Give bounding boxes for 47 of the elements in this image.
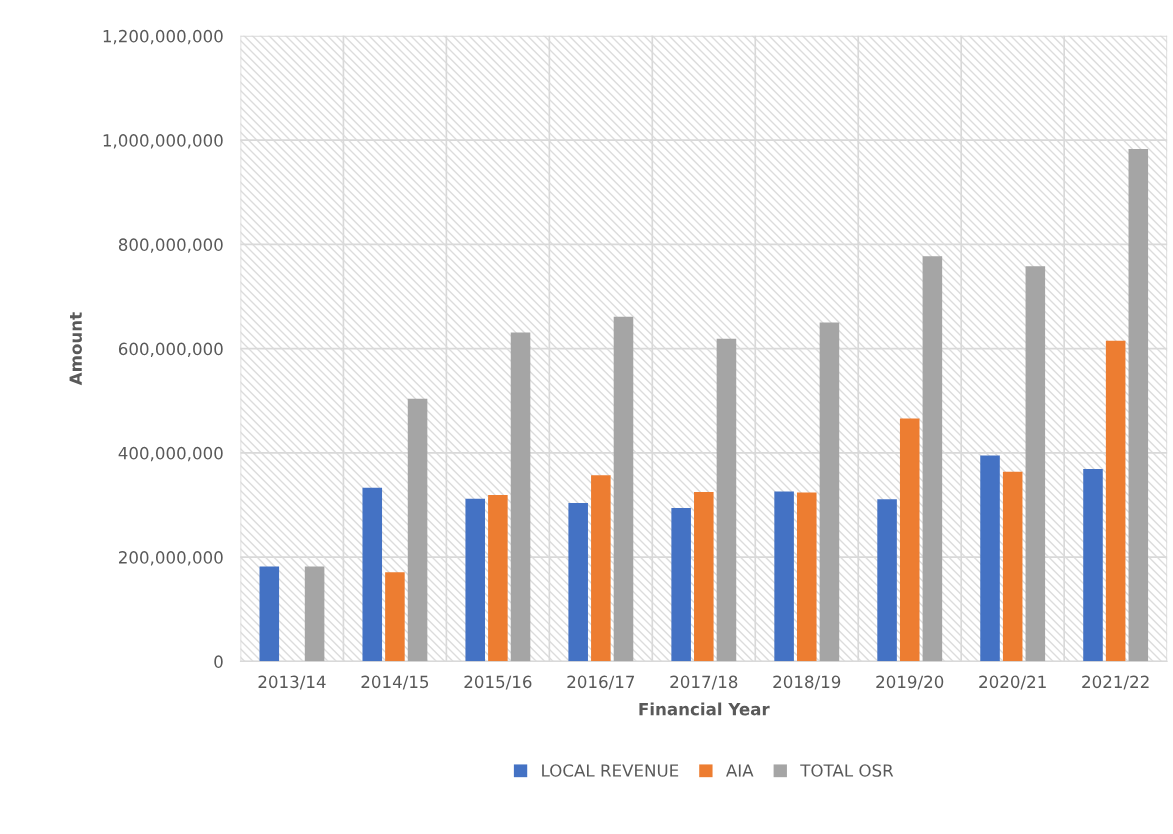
bar xyxy=(591,475,611,662)
bar xyxy=(1083,469,1103,662)
y-tick-label: 1,200,000,000 xyxy=(103,29,223,45)
y-tick-label: 1,000,000,000 xyxy=(103,134,223,149)
bar xyxy=(613,316,634,662)
y-axis-title: Amount xyxy=(69,312,82,386)
x-tick-label: 2017/18 xyxy=(670,675,738,690)
legend-label: AIA xyxy=(726,764,754,777)
bar xyxy=(774,491,794,662)
bar xyxy=(1105,340,1126,662)
bar xyxy=(877,499,897,662)
x-tick-label: 2020/21 xyxy=(979,675,1046,690)
bar xyxy=(980,455,1000,662)
bar xyxy=(259,566,280,662)
y-tick-label: 800,000,000 xyxy=(118,238,223,253)
y-tick-label: 200,000,000 xyxy=(118,551,223,566)
y-tick-label: 0 xyxy=(214,655,223,668)
bar xyxy=(819,322,840,662)
legend-label: LOCAL REVENUE xyxy=(542,764,679,777)
y-tick-label: 600,000,000 xyxy=(118,342,223,357)
bar xyxy=(922,256,943,662)
bar xyxy=(899,418,920,662)
x-tick-label: 2014/15 xyxy=(361,675,429,690)
x-axis-title: Financial Year xyxy=(639,702,770,716)
bar xyxy=(465,498,485,662)
bar xyxy=(716,338,737,662)
x-tick-label: 2018/19 xyxy=(773,675,841,690)
legend-label: TOTAL OSR xyxy=(800,764,894,777)
bar xyxy=(1025,266,1046,662)
bar xyxy=(510,332,531,662)
x-tick-label: 2013/14 xyxy=(258,675,326,690)
bar xyxy=(671,508,691,662)
bar xyxy=(796,492,817,662)
bar xyxy=(488,495,508,662)
bar xyxy=(1002,471,1023,662)
y-tick-label: 400,000,000 xyxy=(118,446,223,462)
bar xyxy=(568,502,588,662)
x-tick-label: 2019/20 xyxy=(876,675,944,690)
x-tick-label: 2021/22 xyxy=(1082,675,1149,690)
bar xyxy=(694,491,714,662)
bar xyxy=(304,566,325,662)
bar xyxy=(1128,148,1149,662)
bar xyxy=(362,487,383,662)
bar xyxy=(385,572,405,662)
bar xyxy=(407,398,428,662)
x-tick-label: 2015/16 xyxy=(464,675,532,690)
x-tick-label: 2016/17 xyxy=(567,675,635,690)
